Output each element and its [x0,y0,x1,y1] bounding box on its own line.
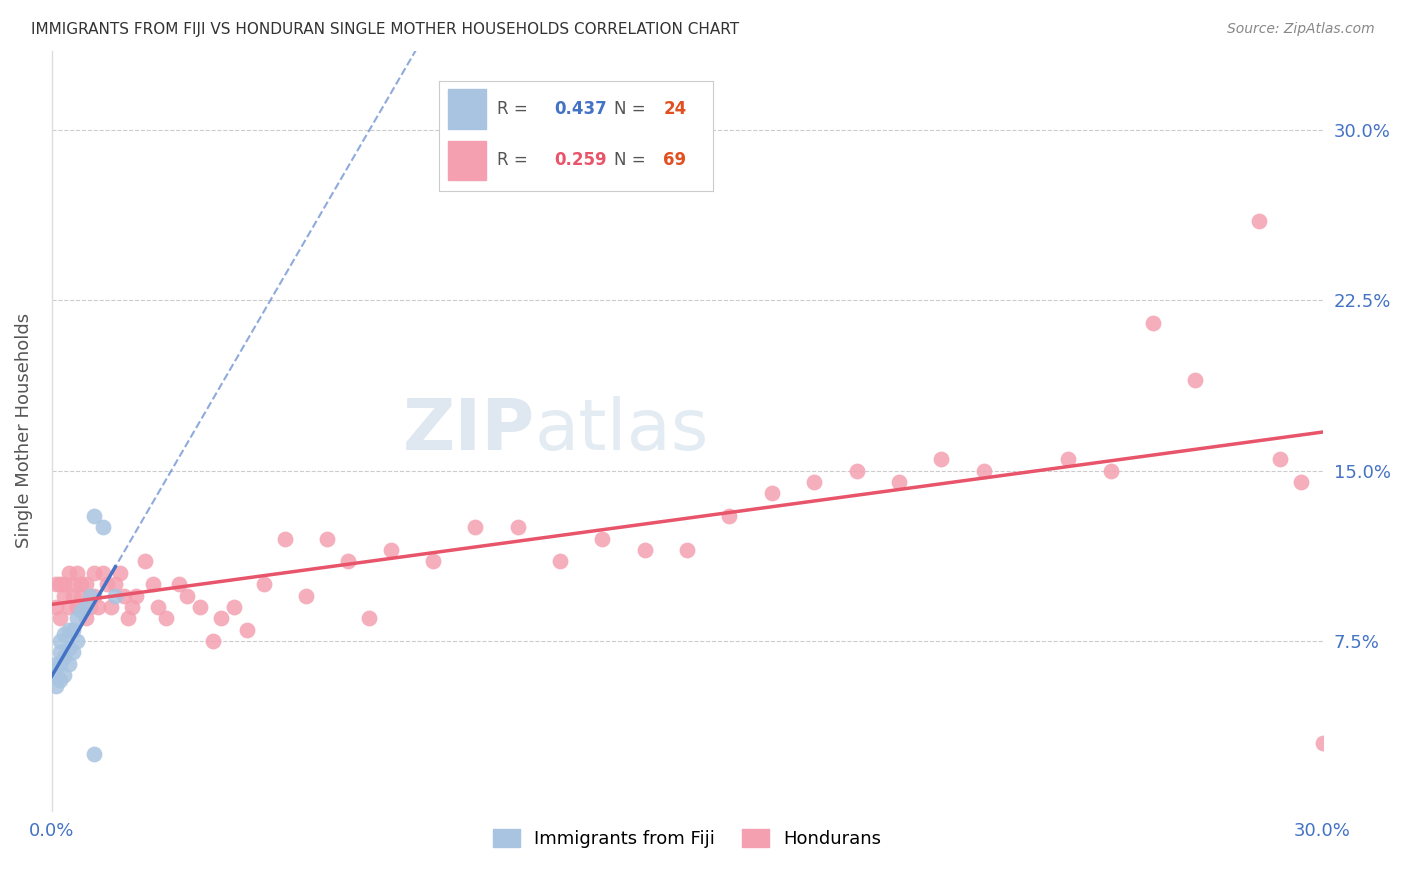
Point [235,623,257,637]
Point [66,634,89,648]
Point [87,599,110,614]
Point [58,599,80,614]
Point [70,589,93,603]
Point [121,599,143,614]
Point [58,566,80,580]
Point [91,520,114,534]
Point [803,475,825,489]
Point [125,589,148,603]
Text: ZIP: ZIP [402,396,534,466]
Point [973,464,995,478]
Point [53,589,76,603]
Point [1099,464,1122,478]
Point [222,599,245,614]
Point [79,589,101,603]
Point [548,554,571,568]
Point [49,611,72,625]
Text: Source: ZipAtlas.com: Source: ZipAtlas.com [1227,22,1375,37]
Point [66,599,89,614]
Point [49,645,72,659]
Point [53,577,76,591]
Point [62,623,84,637]
Point [718,509,741,524]
Point [58,657,80,671]
Point [79,599,101,614]
Point [91,566,114,580]
Point [252,577,274,591]
Point [209,611,232,625]
Point [62,645,84,659]
Point [62,589,84,603]
Point [634,543,657,558]
Point [70,604,93,618]
Point [70,577,93,591]
Point [1184,373,1206,387]
Point [66,566,89,580]
Point [53,668,76,682]
Point [83,747,105,762]
Point [845,464,868,478]
Point [274,532,297,546]
Point [45,577,67,591]
Legend: Immigrants from Fiji, Hondurans: Immigrants from Fiji, Hondurans [485,822,889,855]
Point [75,599,97,614]
Point [53,627,76,641]
Point [676,543,699,558]
Point [75,577,97,591]
Point [104,589,127,603]
Point [337,554,360,568]
Point [58,640,80,655]
Point [45,668,67,682]
Point [295,589,318,603]
Point [929,452,952,467]
Text: IMMIGRANTS FROM FIJI VS HONDURAN SINGLE MOTHER HOUSEHOLDS CORRELATION CHART: IMMIGRANTS FROM FIJI VS HONDURAN SINGLE … [31,22,740,37]
Point [167,577,190,591]
Point [1247,214,1270,228]
Point [75,611,97,625]
Point [45,599,67,614]
Point [49,634,72,648]
Point [591,532,613,546]
Point [506,520,529,534]
Point [887,475,910,489]
Point [359,611,381,625]
Point [176,589,198,603]
Point [53,649,76,664]
Point [58,623,80,637]
Point [49,577,72,591]
Point [100,599,122,614]
Point [380,543,402,558]
Point [66,611,89,625]
Point [188,599,211,614]
Point [142,577,165,591]
Point [45,679,67,693]
Point [422,554,444,568]
Point [464,520,486,534]
Point [1142,316,1164,330]
Point [45,657,67,671]
Point [83,566,105,580]
Point [201,634,224,648]
Point [761,486,783,500]
Point [1268,452,1291,467]
Point [1312,736,1334,750]
Point [96,577,118,591]
Point [83,509,105,524]
Point [62,577,84,591]
Point [49,673,72,687]
Point [117,611,139,625]
Point [1057,452,1080,467]
Point [112,589,135,603]
Point [316,532,339,546]
Point [108,566,131,580]
Point [83,589,105,603]
Point [104,577,127,591]
Point [155,611,177,625]
Point [134,554,156,568]
Point [146,599,169,614]
Point [49,657,72,671]
Point [1291,475,1313,489]
Y-axis label: Single Mother Households: Single Mother Households [15,313,32,549]
Text: atlas: atlas [534,396,709,466]
